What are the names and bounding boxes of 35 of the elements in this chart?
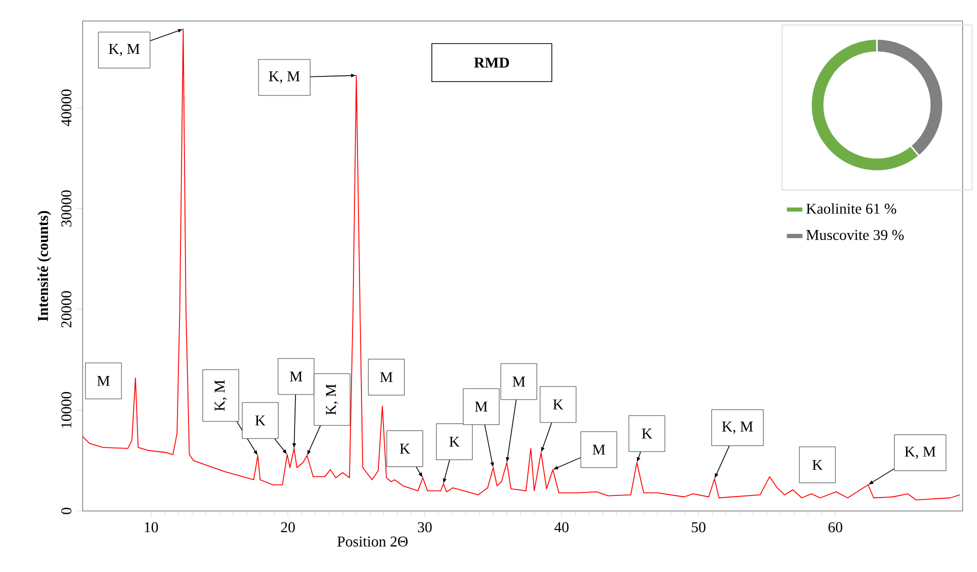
annotation: M [97,376,110,386]
x-tick-label: 10 [144,522,158,532]
annotation: M [474,402,488,412]
annotation: K, M [904,446,936,459]
annotation: K, M [108,44,140,56]
y-axis-title: Intensité (counts) [37,211,52,322]
annotation: K [553,400,564,410]
annotation: K [400,444,410,454]
annotation: M [512,376,526,387]
legend-label: Muscovite 39 % [806,230,904,240]
y-tick-label: 0 [61,508,72,514]
annotation: M [592,444,606,455]
text: RMD [474,58,509,68]
x-axis-title: Position 2Θ [337,536,408,547]
x-tick-label: 20 [281,522,295,532]
x-tick-label: 40 [554,522,569,532]
annotation: K [449,436,460,447]
annotation: K, M [722,422,753,434]
y-tick-label: 30000 [61,190,72,227]
annotation: K [255,416,266,426]
annotation: M [380,372,393,382]
annotation: K [642,428,652,439]
y-tick-label: 10000 [61,392,72,428]
annotation: K, M [268,71,300,84]
x-tick-label: 50 [692,522,706,532]
annotation: K, M [326,384,338,415]
y-tick-label: 40000 [61,90,72,126]
x-tick-label: 60 [828,522,842,532]
y-tick-label: 20000 [61,291,72,328]
x-tick-label: 30 [418,522,432,532]
legend-label: Kaolinite 61 % [806,203,896,214]
annotation: K [812,460,823,470]
annotation: K, M [214,380,227,411]
line-series [82,28,960,500]
annotation: M [290,372,302,382]
